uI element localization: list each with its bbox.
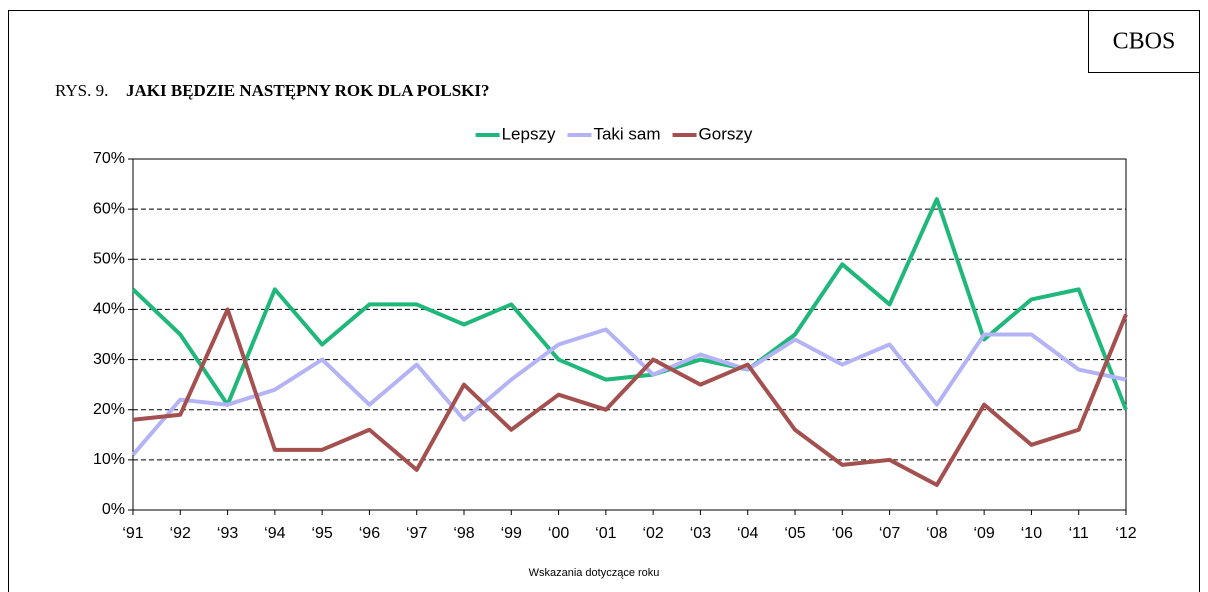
x-tick-label: ‘05 <box>784 525 805 542</box>
x-tick-label: ‘09 <box>973 525 994 542</box>
badge-box <box>1088 10 1200 73</box>
badge: CBOS <box>1113 29 1176 55</box>
legend-label: Taki sam <box>593 124 660 143</box>
figure-label: RYS. 9. <box>55 81 108 100</box>
y-tick-label: 10% <box>93 451 125 468</box>
x-tick-label: ‘95 <box>311 525 332 542</box>
plot-frame <box>132 158 1127 511</box>
y-tick-label: 60% <box>93 200 125 217</box>
x-tick-label: ‘04 <box>737 525 758 542</box>
x-tick-label: ‘93 <box>217 525 238 542</box>
x-tick-label: ‘92 <box>170 525 191 542</box>
x-tick-label: ‘91 <box>122 525 143 542</box>
series-line <box>131 327 1127 457</box>
series-line <box>132 307 1128 487</box>
x-tick-label: ‘11 <box>1069 525 1089 542</box>
x-tick-label: ‘99 <box>501 525 522 542</box>
x-tick-label: ‘06 <box>832 525 853 542</box>
x-axis-label: Wskazania dotyczące roku <box>529 567 660 579</box>
chart-title: JAKI BĘDZIE NASTĘPNY ROK DLA POLSKI? <box>126 81 490 100</box>
y-tick-label: 30% <box>93 351 125 368</box>
x-tick-label: ‘97 <box>406 525 427 542</box>
x-tick-label: ‘12 <box>1115 525 1136 542</box>
x-tick-label: ‘96 <box>359 525 380 542</box>
y-tick-label: 40% <box>93 301 125 318</box>
y-tick-label: 20% <box>93 401 125 418</box>
page-frame <box>8 10 1200 592</box>
x-tick-label: ‘10 <box>1021 525 1042 542</box>
x-tick-label: ‘00 <box>548 525 569 542</box>
legend-label: Lepszy <box>502 124 556 143</box>
x-tick-label: ‘03 <box>690 525 711 542</box>
x-tick-label: ‘07 <box>879 525 900 542</box>
x-tick-label: ‘01 <box>595 525 616 542</box>
y-tick-label: 0% <box>102 501 125 518</box>
x-tick-label: ‘08 <box>926 525 947 542</box>
series-line <box>131 197 1128 411</box>
x-tick-label: ‘02 <box>642 525 663 542</box>
x-tick-label: ‘98 <box>453 525 474 542</box>
y-tick-label: 70% <box>93 150 125 167</box>
x-tick-label: ‘94 <box>264 525 285 542</box>
legend-label: Gorszy <box>699 124 753 143</box>
y-tick-label: 50% <box>93 251 125 268</box>
